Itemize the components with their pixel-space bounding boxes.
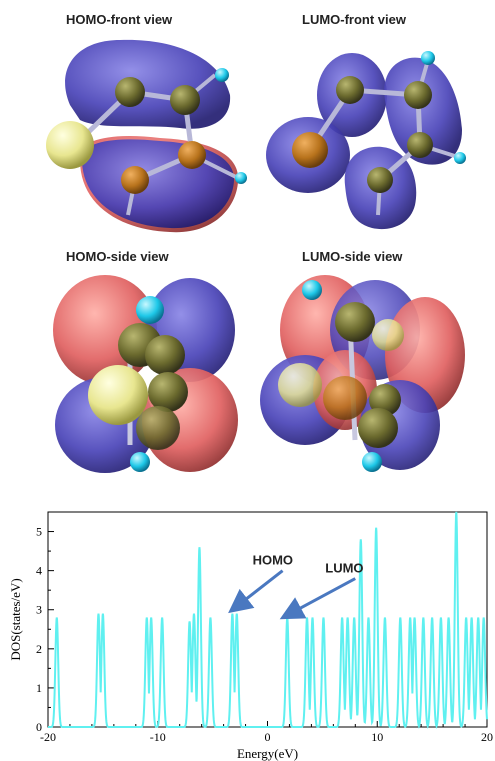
lumo-front-title: LUMO-front view — [302, 12, 406, 27]
sulfur-atom-icon — [46, 121, 94, 169]
homo-front-orbital — [46, 39, 247, 233]
carbon-atom-icon — [404, 81, 432, 109]
carbon-atom-icon — [170, 85, 200, 115]
carbon-atom-icon — [336, 76, 364, 104]
annotation-homo-arrow-icon — [228, 569, 284, 614]
annotation-lumo-arrow-icon — [279, 577, 356, 620]
x-axis-label: Energy(eV) — [237, 746, 298, 761]
hydrogen-atom-icon — [454, 152, 466, 164]
hydrogen-atom-icon — [130, 452, 150, 472]
lumo-front-orbital — [266, 51, 466, 230]
orbital-figures — [46, 39, 466, 473]
hydrogen-atom-icon — [215, 68, 229, 82]
carbon-atom-icon — [136, 406, 180, 450]
y-tick-label: 0 — [36, 720, 42, 734]
hydrogen-atom-icon — [302, 280, 322, 300]
homo-front-title: HOMO-front view — [66, 12, 173, 27]
homo-side-orbital — [53, 275, 238, 473]
sulfur-atom-icon — [278, 363, 322, 407]
x-tick-label: 0 — [265, 730, 271, 744]
nitrogen-atom-icon — [121, 166, 149, 194]
dos-series-line — [48, 511, 488, 729]
hydrogen-atom-icon — [235, 172, 247, 184]
carbon-atom-icon — [335, 302, 375, 342]
sulfur-atom-icon — [372, 319, 404, 351]
x-tick-label: 10 — [371, 730, 383, 744]
lumo-side-title: LUMO-side view — [302, 249, 403, 264]
y-tick-label: 3 — [36, 603, 42, 617]
dos-annotations: HOMO LUMO — [228, 553, 364, 620]
carbon-atom-icon — [369, 384, 401, 416]
carbon-atom-icon — [358, 408, 398, 448]
y-axis-label: DOS(states/eV) — [8, 578, 23, 660]
hydrogen-atom-icon — [136, 296, 164, 324]
dos-axes: -20 -10 0 10 20 0 1 2 3 4 5 Energy(eV) DOS(states/eV… — [8, 511, 493, 761]
sulfur-atom-icon — [88, 365, 148, 425]
y-tick-label: 2 — [36, 642, 42, 656]
hydrogen-atom-icon — [421, 51, 435, 65]
y-tick-label: 1 — [36, 681, 42, 695]
lumo-side-orbital — [260, 275, 465, 472]
nitrogen-atom-icon — [178, 141, 206, 169]
carbon-atom-icon — [407, 132, 433, 158]
x-tick-label: 20 — [481, 730, 493, 744]
homo-side-title: HOMO-side view — [66, 249, 169, 264]
carbon-atom-icon — [115, 77, 145, 107]
x-tick-label: -20 — [40, 730, 56, 744]
y-tick-label: 4 — [36, 564, 42, 578]
nitrogen-atom-icon — [323, 376, 367, 420]
hydrogen-atom-icon — [362, 452, 382, 472]
plot-frame — [47, 511, 488, 728]
nitrogen-atom-icon — [292, 132, 328, 168]
carbon-atom-icon — [145, 335, 185, 375]
carbon-atom-icon — [367, 167, 393, 193]
y-tick-label: 5 — [36, 525, 42, 539]
carbon-atom-icon — [148, 372, 188, 412]
annotation-homo-label: HOMO — [253, 553, 293, 568]
x-tick-label: -10 — [150, 730, 166, 744]
annotation-lumo-label: LUMO — [325, 561, 363, 576]
